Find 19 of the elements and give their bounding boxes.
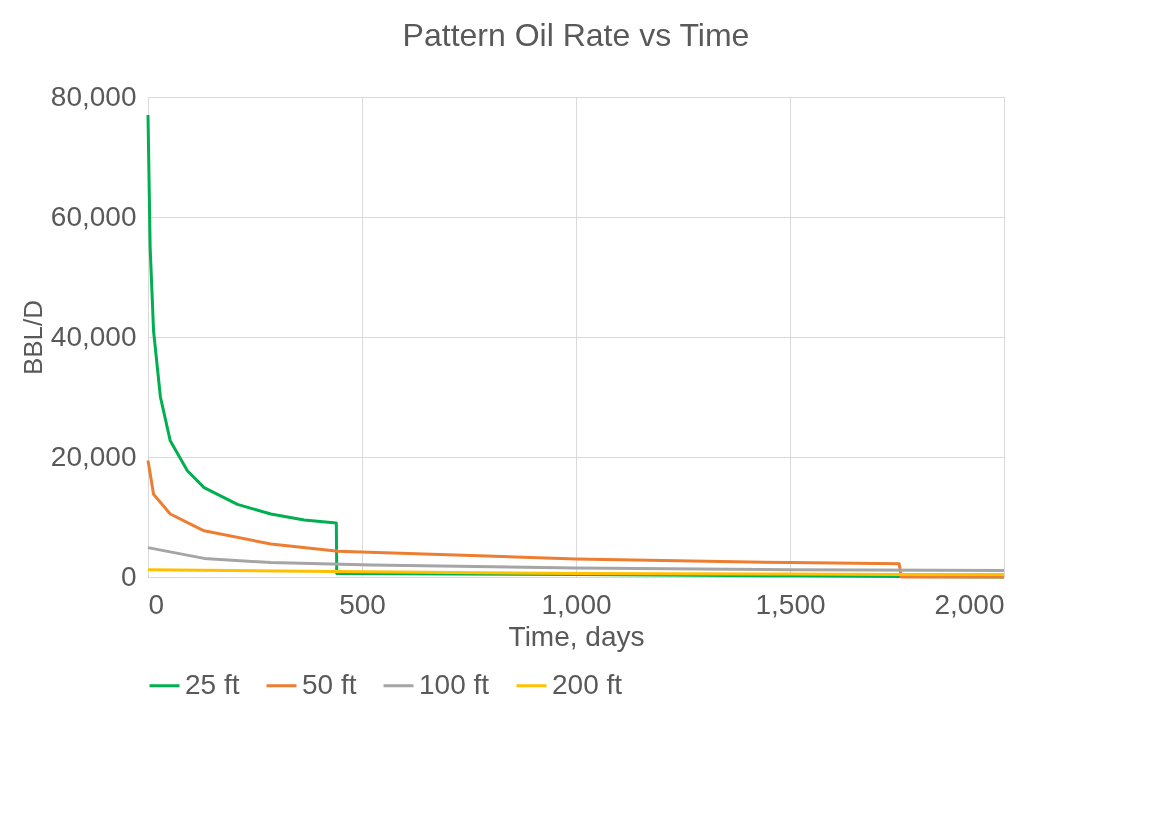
y-axis-title: BBL/D xyxy=(17,299,48,376)
y-tick-label: 0 xyxy=(120,560,137,592)
chart-title: Pattern Oil Rate vs Time xyxy=(402,17,750,53)
x-tick-label: 2,000 xyxy=(934,588,1005,620)
line-series xyxy=(146,546,1006,572)
legend-label: 100 ft xyxy=(419,668,490,700)
y-tick-label: 60,000 xyxy=(50,200,137,232)
x-tick-label: 1,000 xyxy=(541,588,612,620)
x-tick-label: 0 xyxy=(148,588,165,620)
legend-label: 200 ft xyxy=(552,668,623,700)
y-tick-label: 40,000 xyxy=(50,320,137,352)
y-tick-label: 20,000 xyxy=(50,440,137,472)
x-tick-label: 1,500 xyxy=(755,588,826,620)
y-tick-label: 80,000 xyxy=(50,80,137,112)
line-series xyxy=(146,459,1006,579)
legend-label: 50 ft xyxy=(302,668,357,700)
x-tick-label: 500 xyxy=(339,588,386,620)
x-axis-title: Time, days xyxy=(508,620,645,652)
legend-label: 25 ft xyxy=(185,668,240,700)
